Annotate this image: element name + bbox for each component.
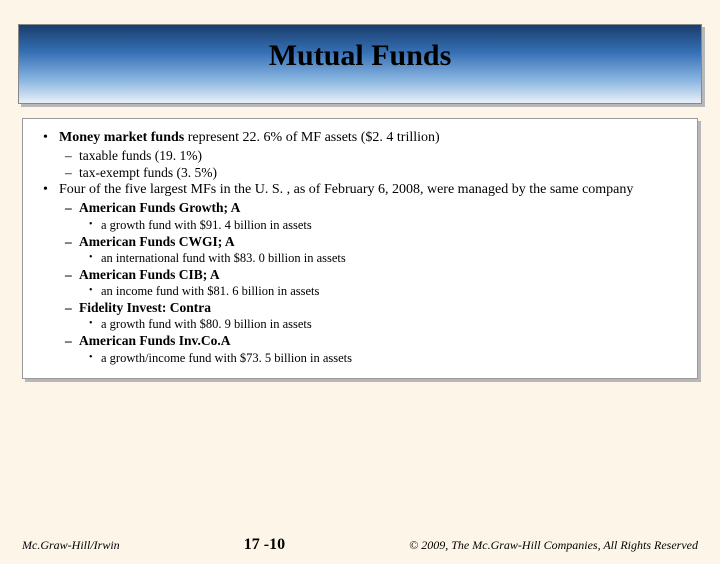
bullet-1-bold: Money market funds — [59, 130, 184, 145]
bullet-2-sub-2: American Funds CWGI; A — [59, 233, 685, 250]
bullet-2-sub-1: American Funds Growth; A — [59, 199, 685, 216]
bullet-1: Money market funds represent 22. 6% of M… — [35, 129, 685, 147]
bullet-1-rest: represent 22. 6% of MF assets ($2. 4 tri… — [184, 130, 439, 145]
bullet-1-sub-2: tax-exempt funds (3. 5%) — [59, 164, 685, 181]
title-banner: Mutual Funds — [18, 24, 702, 104]
bullet-2-sub-5-detail: a growth/income fund with $73. 5 billion… — [83, 350, 685, 366]
footer-right: © 2009, The Mc.Graw-Hill Companies, All … — [409, 538, 698, 553]
content-box: Money market funds represent 22. 6% of M… — [22, 118, 698, 379]
bullet-2-sub-1-detail: a growth fund with $91. 4 billion in ass… — [83, 217, 685, 233]
bullet-2: Four of the five largest MFs in the U. S… — [35, 181, 685, 199]
bullet-2-sub-2-detail: an international fund with $83. 0 billio… — [83, 250, 685, 266]
bullet-2-sub-3-detail: an income fund with $81. 6 billion in as… — [83, 283, 685, 299]
footer: Mc.Graw-Hill/Irwin 17 -10 © 2009, The Mc… — [0, 536, 720, 554]
bullet-2-sub-4-detail: a growth fund with $80. 9 billion in ass… — [83, 316, 685, 332]
slide-title: Mutual Funds — [19, 39, 701, 73]
bullet-1-sub-1: taxable funds (19. 1%) — [59, 147, 685, 164]
footer-left: Mc.Graw-Hill/Irwin — [22, 538, 120, 553]
bullet-2-sub-4: Fidelity Invest: Contra — [59, 299, 685, 316]
bullet-2-sub-3: American Funds CIB; A — [59, 266, 685, 283]
bullet-2-sub-5: American Funds Inv.Co.A — [59, 332, 685, 349]
footer-page: 17 -10 — [244, 536, 285, 554]
